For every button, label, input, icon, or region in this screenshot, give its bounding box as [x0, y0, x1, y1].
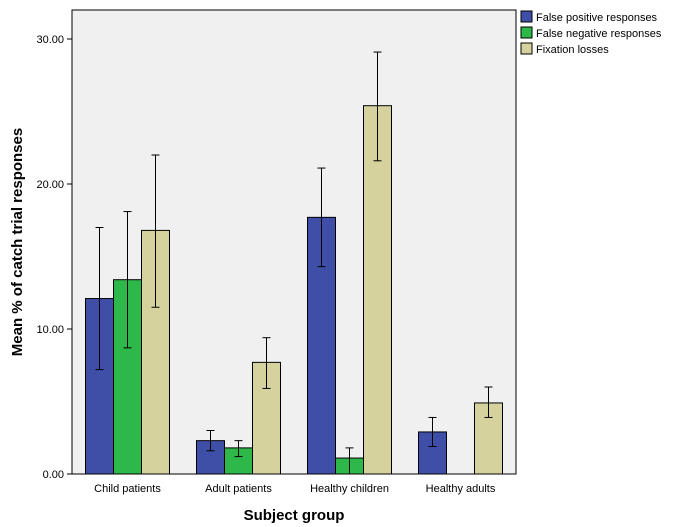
- plot-frame: [71, 9, 517, 475]
- legend-label-false-positive-responses: False positive responses: [536, 12, 658, 24]
- y-axis-title: Mean % of catch trial responses: [9, 128, 26, 356]
- y-tick-label-0: 0.00: [43, 469, 64, 481]
- y-tick-label-3: 30.00: [36, 34, 64, 46]
- legend-swatch-false-positive-responses: [520, 10, 533, 23]
- legend-label-false-negative-responses: False negative responses: [536, 28, 662, 40]
- x-tick-label-healthy-adults: Healthy adults: [426, 483, 496, 495]
- y-tick-label-2: 20.00: [36, 179, 64, 191]
- legend-swatch-false-negative-responses: [520, 26, 533, 39]
- legend-label-fixation-losses: Fixation losses: [536, 44, 609, 56]
- legend-swatch-fixation-losses: [520, 42, 533, 55]
- y-tick-label-1: 10.00: [36, 324, 64, 336]
- x-axis-title: Subject group: [244, 507, 345, 524]
- x-tick-label-healthy-children: Healthy children: [310, 483, 389, 495]
- x-tick-label-child-patients: Child patients: [94, 483, 161, 495]
- x-tick-label-adult-patients: Adult patients: [205, 483, 272, 495]
